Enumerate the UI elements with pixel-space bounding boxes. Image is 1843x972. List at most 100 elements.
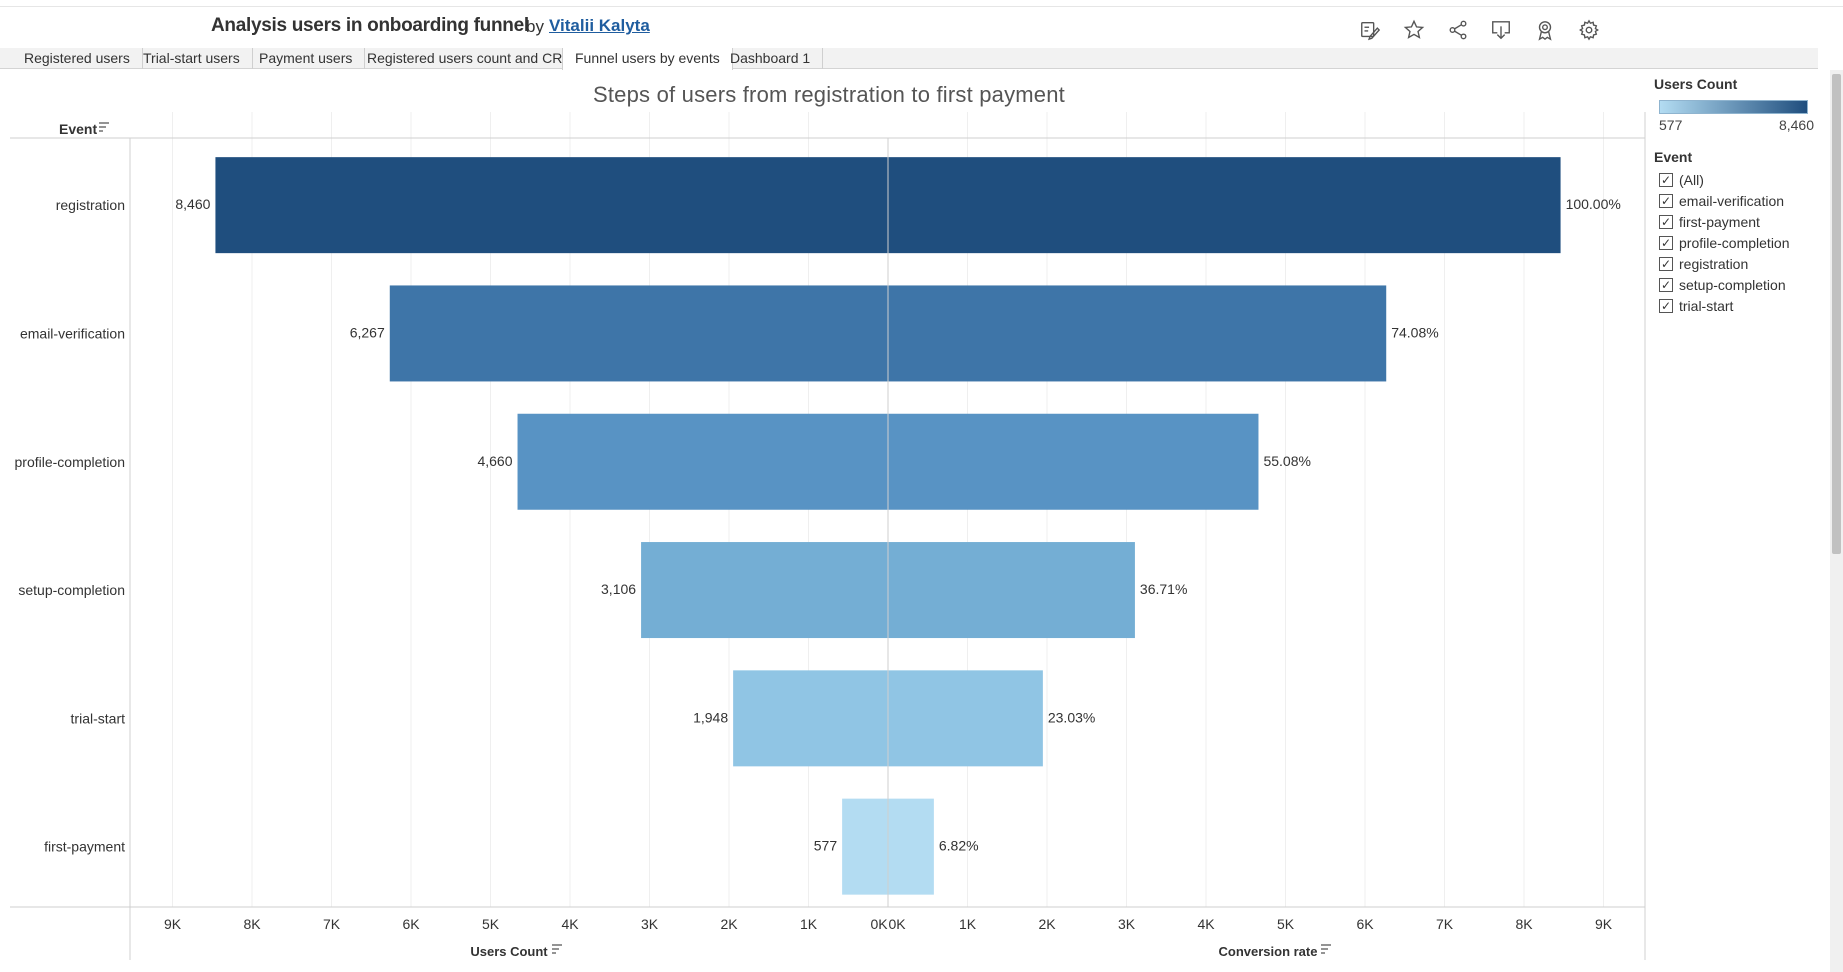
share-icon <box>1449 20 1467 40</box>
tab-registered-users[interactable]: Registered users <box>12 48 143 69</box>
category-label: trial-start <box>71 710 126 726</box>
row-header-label: Event <box>59 121 97 137</box>
vertical-scrollbar[interactable] <box>1830 70 1843 972</box>
tab-funnel-users-by-events[interactable]: Funnel users by events <box>562 48 733 70</box>
event-filter-label: email-verification <box>1679 192 1785 209</box>
dashboard-header: Analysis users in onboarding funnel by V… <box>0 7 1843 47</box>
scroll-thumb[interactable] <box>1832 74 1841 554</box>
color-legend-title: Users Count <box>1654 76 1738 92</box>
tab-trial-start-users[interactable]: Trial-start users <box>131 48 253 69</box>
award-icon <box>1538 21 1552 41</box>
right-axis-tick-label: 5K <box>1277 916 1295 932</box>
bar-conversion-rate[interactable] <box>888 285 1387 382</box>
checkbox-checked-icon[interactable]: ✓ <box>1659 277 1673 292</box>
color-gradient-bar <box>1659 100 1808 114</box>
event-filter-label: (All) <box>1679 171 1704 188</box>
event-filter-item[interactable]: ✓ trial-start <box>1654 295 1839 316</box>
event-filter-item[interactable]: ✓ setup-completion <box>1654 274 1839 295</box>
bar-users-count[interactable] <box>733 670 888 767</box>
edit-pencil-icon <box>1361 21 1381 41</box>
event-filter-item[interactable]: ✓ profile-completion <box>1654 232 1839 253</box>
category-label: setup-completion <box>18 582 125 598</box>
event-filter-label: profile-completion <box>1679 234 1790 251</box>
bar-conversion-rate[interactable] <box>888 670 1043 767</box>
conversion-rate-data-label: 23.03% <box>1048 709 1095 725</box>
checkbox-checked-icon[interactable]: ✓ <box>1659 214 1673 229</box>
checkbox-checked-icon[interactable]: ✓ <box>1659 235 1673 250</box>
bar-users-count[interactable] <box>389 285 888 382</box>
by-label: by <box>526 17 544 36</box>
event-filter-label: setup-completion <box>1679 276 1786 293</box>
checkbox-checked-icon[interactable]: ✓ <box>1659 172 1673 187</box>
legend-panel: Users Count 577 8,460 Event ✓ (All) ✓ email… <box>1654 76 1839 316</box>
checkbox-checked-icon[interactable]: ✓ <box>1659 256 1673 271</box>
bar-users-count[interactable] <box>517 413 888 510</box>
users-count-data-label: 8,460 <box>175 196 210 212</box>
bar-conversion-rate[interactable] <box>888 413 1259 510</box>
bar-users-count[interactable] <box>215 157 888 254</box>
settings-button[interactable] <box>1574 15 1604 45</box>
bar-conversion-rate[interactable] <box>888 798 934 895</box>
left-axis-tick-label: 4K <box>561 916 579 932</box>
conversion-rate-data-label: 36.71% <box>1140 581 1187 597</box>
users-count-data-label: 4,660 <box>477 453 512 469</box>
event-filter-item[interactable]: ✓ registration <box>1654 253 1839 274</box>
event-filter-list: ✓ (All) ✓ email-verification ✓ first-payment ✓… <box>1654 169 1839 316</box>
gradient-max-label: 8,460 <box>1778 117 1814 133</box>
event-filter-label: first-payment <box>1679 213 1760 230</box>
right-axis-tick-label: 1K <box>959 916 977 932</box>
author-link[interactable]: Vitalii Kalyta <box>549 16 650 35</box>
users-count-data-label: 6,267 <box>350 324 385 340</box>
sort-icon[interactable] <box>552 944 562 954</box>
gradient-min-label: 577 <box>1659 117 1683 133</box>
right-axis-tick-label: 8K <box>1515 916 1533 932</box>
event-filter-label: trial-start <box>1679 297 1734 314</box>
sort-icon[interactable] <box>99 122 109 132</box>
event-filter-label: registration <box>1679 255 1749 272</box>
tab-payment-users[interactable]: Payment users <box>247 48 366 69</box>
right-axis-tick-label: 9K <box>1595 916 1613 932</box>
users-count-data-label: 3,106 <box>601 581 636 597</box>
right-axis-tick-label: 6K <box>1356 916 1374 932</box>
tab-registered-users-count-cr[interactable]: Registered users count and CR <box>355 48 576 69</box>
event-filter-item[interactable]: ✓ email-verification <box>1654 190 1839 211</box>
event-filter-item[interactable]: ✓ first-payment <box>1654 211 1839 232</box>
bar-conversion-rate[interactable] <box>888 542 1135 639</box>
award-button[interactable] <box>1530 15 1560 45</box>
edit-button[interactable] <box>1355 15 1385 45</box>
right-axis-tick-label: 7K <box>1436 916 1454 932</box>
right-axis-title: Conversion rate <box>1219 944 1318 959</box>
bar-users-count[interactable] <box>641 542 888 639</box>
left-axis-tick-label: 0K <box>870 916 888 932</box>
favorite-button[interactable] <box>1399 15 1429 45</box>
users-count-data-label: 577 <box>814 838 838 854</box>
users-count-data-label: 1,948 <box>693 709 728 725</box>
left-axis-tick-label: 5K <box>482 916 500 932</box>
left-axis-tick-label: 9K <box>164 916 182 932</box>
left-axis-tick-label: 8K <box>243 916 261 932</box>
left-axis-tick-label: 1K <box>800 916 818 932</box>
sheet-tabs: Registered users Trial-start users Payme… <box>0 48 1818 70</box>
share-button[interactable] <box>1443 15 1473 45</box>
conversion-rate-data-label: 55.08% <box>1263 453 1310 469</box>
category-label: email-verification <box>20 325 125 341</box>
conversion-rate-data-label: 74.08% <box>1391 324 1438 340</box>
left-axis-tick-label: 6K <box>402 916 420 932</box>
checkbox-checked-icon[interactable]: ✓ <box>1659 193 1673 208</box>
right-axis-tick-label: 4K <box>1197 916 1215 932</box>
event-filter-item[interactable]: ✓ (All) <box>1654 169 1839 190</box>
bar-conversion-rate[interactable] <box>888 157 1561 254</box>
bar-users-count[interactable] <box>842 798 888 895</box>
event-filter-title: Event <box>1654 149 1693 165</box>
tab-dashboard-1[interactable]: Dashboard 1 <box>718 48 824 69</box>
right-axis-tick-label: 0K <box>888 916 906 932</box>
category-label: first-payment <box>44 839 125 855</box>
funnel-chart: Event registration 8,460 100.00% email-verif… <box>10 112 1646 960</box>
chart-title: Steps of users from registration to firs… <box>593 82 1065 107</box>
download-button[interactable] <box>1486 15 1516 45</box>
checkbox-checked-icon[interactable]: ✓ <box>1659 298 1673 313</box>
gear-icon <box>1579 19 1599 41</box>
conversion-rate-data-label: 100.00% <box>1566 196 1621 212</box>
category-label: profile-completion <box>15 454 126 470</box>
sort-icon[interactable] <box>1321 944 1331 954</box>
